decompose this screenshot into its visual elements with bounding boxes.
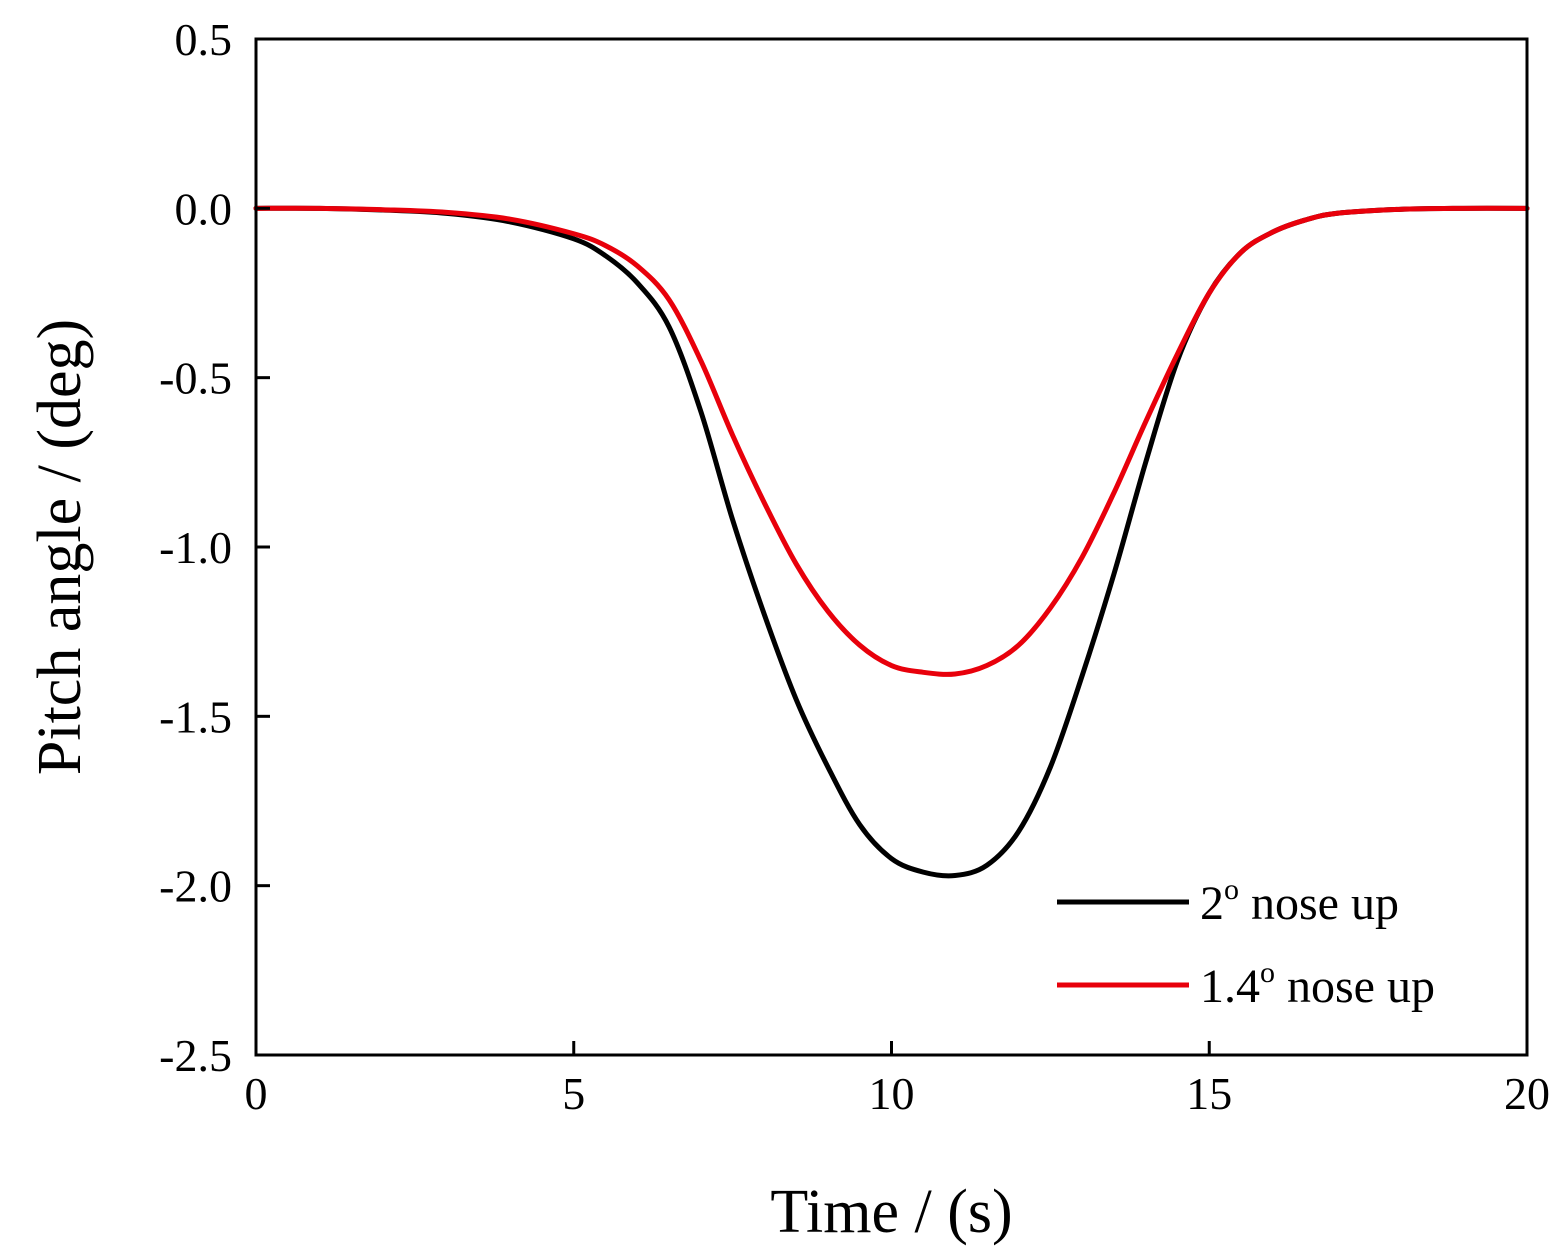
y-tick-label: -2.5	[159, 1030, 232, 1081]
series-layer	[253, 205, 1530, 879]
y-tick-label: -2.0	[159, 861, 232, 912]
tick-layer: 0 5 10 15 20 0.5 0.0 -0.5 -1.0 -1.5 -2.0 -2.5	[159, 14, 1550, 1119]
x-tick-label: 0	[245, 1068, 268, 1119]
x-tick-label: 5	[562, 1068, 585, 1119]
y-tick-label: -0.5	[159, 353, 232, 404]
y-tick-label: -1.5	[159, 691, 232, 742]
y-axis-title: Pitch angle / (deg)	[26, 319, 94, 775]
y-tick-label: 0.0	[175, 183, 233, 234]
legend-label-main: 2	[1200, 877, 1224, 930]
legend-degree-sup: o	[1224, 873, 1239, 906]
legend-label-2: 1.4o nose up	[1200, 956, 1435, 1013]
legend-label-rest: nose up	[1275, 960, 1435, 1013]
x-axis-title: Time / (s)	[770, 1178, 1012, 1246]
series-line-1	[253, 205, 1530, 879]
x-tick-label: 15	[1186, 1068, 1232, 1119]
y-tick-label: -1.0	[159, 522, 232, 573]
legend-label-1: 2o nose up	[1200, 873, 1399, 930]
legend-label-main: 1.4	[1200, 960, 1260, 1013]
legend-label-rest: nose up	[1239, 877, 1399, 930]
legend: 2o nose up1.4o nose up	[1057, 873, 1435, 1013]
x-tick-label: 10	[869, 1068, 915, 1119]
x-tick-label: 20	[1504, 1068, 1550, 1119]
legend-degree-sup: o	[1260, 956, 1275, 989]
y-tick-label: 0.5	[175, 14, 233, 65]
series-line-2	[253, 205, 1530, 677]
